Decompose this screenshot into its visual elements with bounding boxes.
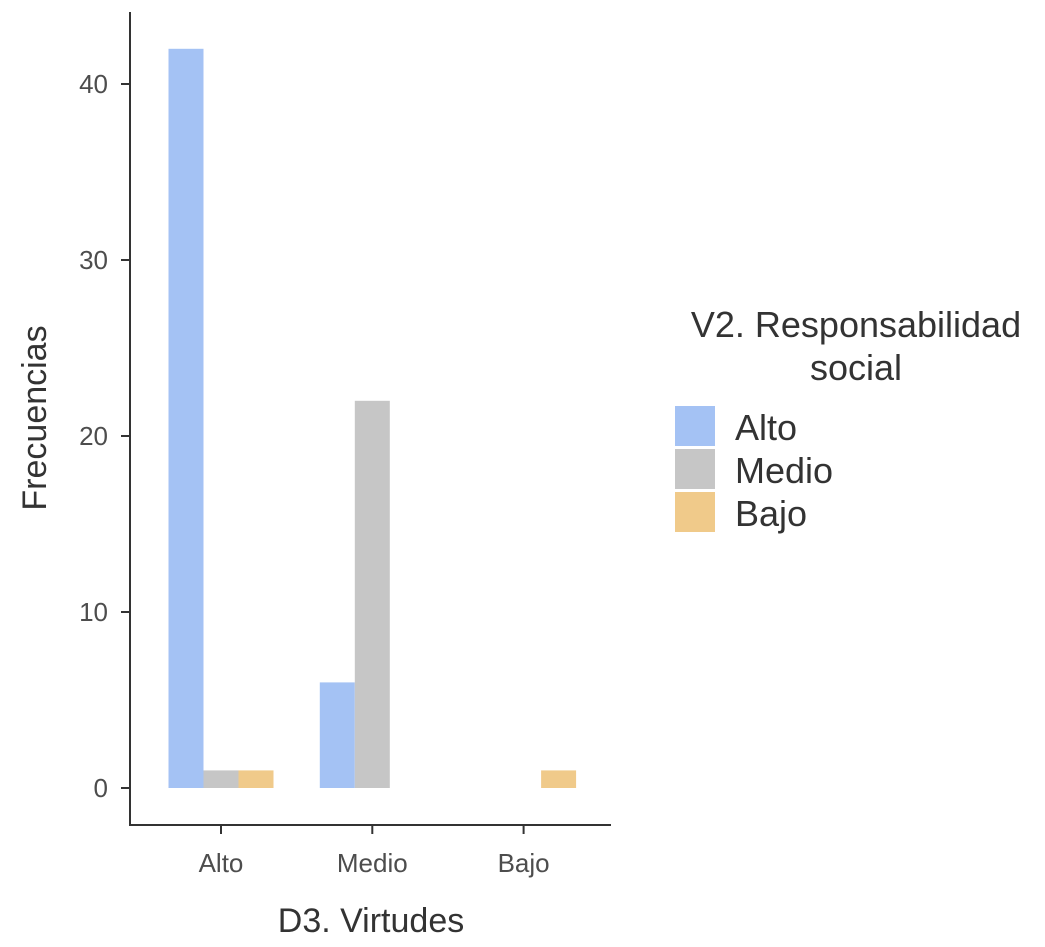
y-tick-label: 0 [94,773,108,803]
bar-medio-alto [319,682,355,788]
legend-key-medio [675,449,715,489]
bar-alto-bajo [238,770,274,788]
y-tick-label: 30 [79,245,108,275]
y-axis-title: Frecuencias [16,325,54,510]
y-tick-label: 20 [79,421,108,451]
plot-area [168,48,577,789]
bar-alto-medio [203,770,239,788]
legend-label-bajo: Bajo [735,493,807,534]
legend-label-alto: Alto [735,407,797,448]
bar-medio-medio [354,400,390,788]
y-tick-label: 40 [79,69,108,99]
y-tick-label: 10 [79,597,108,627]
bar-bajo-bajo [541,770,577,788]
legend-label-medio: Medio [735,450,833,491]
legend-key-bajo [675,492,715,532]
legend-title-line-1: V2. Responsabilidad [691,304,1021,345]
x-tick-label-alto: Alto [199,848,244,878]
bar-alto-alto [168,48,204,789]
x-axis-ticks: Alto Medio Bajo [199,825,550,878]
x-tick-label-medio: Medio [337,848,408,878]
x-tick-label-bajo: Bajo [498,848,550,878]
y-axis-ticks: 0 10 20 30 40 [79,69,130,803]
legend-key-alto [675,406,715,446]
x-axis-title: D3. Virtudes [278,902,464,940]
legend-title-line-2: social [810,347,902,388]
